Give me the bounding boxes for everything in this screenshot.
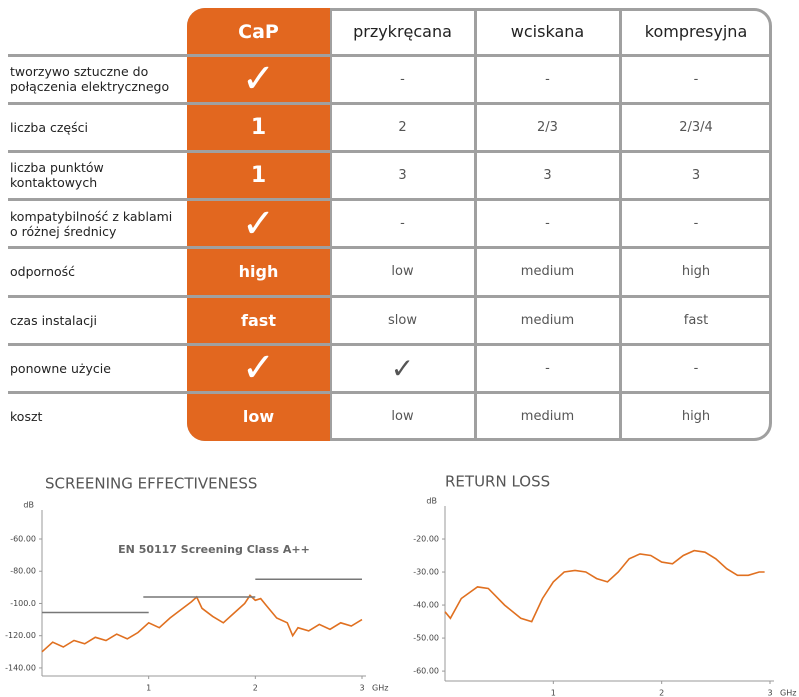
table-cell: low [242, 406, 275, 426]
table-cell: low [391, 264, 414, 280]
row-divider [187, 198, 330, 202]
table-cell: medium [520, 312, 575, 328]
row-label: liczba punktów kontaktowych [10, 160, 104, 191]
row-divider [187, 149, 330, 153]
data-line [444, 549, 765, 623]
table-cell: - [693, 216, 699, 232]
row-divider [187, 53, 330, 57]
row-divider [8, 246, 770, 250]
row-divider [187, 246, 330, 250]
table-cell: 3 [543, 167, 552, 183]
table-cell: - [400, 216, 405, 232]
row-divider [8, 294, 770, 298]
x-tick-label: 3 [359, 684, 364, 693]
y-axis-label: dB [426, 497, 437, 506]
table-cell: high [681, 408, 711, 424]
column-divider [328, 8, 332, 441]
row-label: koszt [10, 408, 43, 424]
y-tick-label: -40.00 [413, 601, 439, 610]
y-tick-label: -140.00 [5, 663, 36, 672]
x-tick-label: 3 [767, 689, 772, 697]
x-tick-label: 1 [146, 684, 151, 693]
row-divider [187, 390, 330, 394]
x-tick-label: 2 [659, 689, 664, 697]
row-divider [187, 294, 330, 298]
column-divider [473, 8, 477, 441]
table-cell: high [681, 264, 711, 280]
y-tick-label: -60.00 [413, 667, 439, 676]
table-cell: 3 [691, 167, 701, 183]
row-label: odporność [10, 264, 76, 280]
y-tick-label: -80.00 [10, 567, 36, 576]
table-cell: low [391, 408, 414, 424]
comparison-table: CaP przykręcana wciskana kompresyjna tworzyw… [8, 8, 772, 441]
row-divider [187, 342, 330, 346]
column-header: wciskana [510, 22, 585, 41]
chart-title: RETURN LOSS [445, 473, 550, 491]
row-label: kompatybilność z kablami o różnej średni… [10, 208, 173, 239]
y-tick-label: -50.00 [413, 634, 439, 643]
row-divider [8, 149, 770, 153]
table-cell: 1 [250, 114, 267, 140]
table-cell: ✓ [241, 200, 276, 247]
table-cell: ✓ [241, 56, 276, 103]
table-cell: - [545, 360, 550, 376]
row-label: czas instalacji [10, 312, 97, 328]
annotation: EN 50117 Screening Class A++ [118, 543, 310, 556]
table-cell: medium [520, 408, 575, 424]
table-cell: fast [241, 310, 276, 330]
y-tick-label: -100.0 [10, 599, 36, 608]
table-cell: - [545, 71, 550, 87]
table-cell: 3 [398, 167, 407, 183]
row-divider [187, 101, 330, 105]
x-tick-label: 1 [551, 689, 556, 697]
row-divider [8, 390, 770, 394]
x-axis-label: GHz [372, 684, 388, 693]
table-cell: ✓ [241, 345, 276, 392]
table-cell: fast [683, 312, 709, 328]
row-divider [8, 101, 770, 105]
row-divider [8, 342, 770, 346]
table-cell: high [238, 262, 279, 282]
column-header: przykręcana [353, 22, 452, 41]
row-label: tworzywo sztuczne do połączenia elektryc… [10, 64, 170, 95]
table-cell: slow [388, 312, 417, 328]
column-divider [618, 8, 622, 441]
table-cell: - [400, 71, 405, 87]
row-divider [8, 53, 770, 57]
table-cell: - [693, 71, 699, 87]
y-tick-label: -120.00 [5, 631, 36, 640]
table-cell: 1 [250, 162, 267, 188]
chart-title: SCREENING EFFECTIVENESS [45, 475, 257, 493]
table-cell: 2/3 [537, 119, 558, 135]
highlight-column [187, 8, 330, 441]
y-axis-label: dB [23, 501, 34, 510]
y-tick-label: -30.00 [413, 568, 439, 577]
table-cell: 2 [398, 119, 407, 135]
y-tick-label: -60.00 [10, 535, 36, 544]
data-line [41, 594, 363, 653]
table-cell: - [545, 216, 550, 232]
y-tick-label: -20.00 [413, 535, 439, 544]
table-cell: - [693, 360, 699, 376]
x-axis-label: GHz [780, 689, 796, 697]
row-label: liczba części [10, 119, 88, 135]
table-cell: medium [520, 264, 575, 280]
row-divider [8, 198, 770, 202]
x-tick-label: 2 [253, 684, 258, 693]
column-header: CaP [238, 20, 279, 43]
table-cell: 2/3/4 [679, 119, 713, 135]
column-header: kompresyjna [644, 22, 748, 41]
row-label: ponowne użycie [10, 360, 111, 376]
table-cell: ✓ [390, 351, 415, 385]
